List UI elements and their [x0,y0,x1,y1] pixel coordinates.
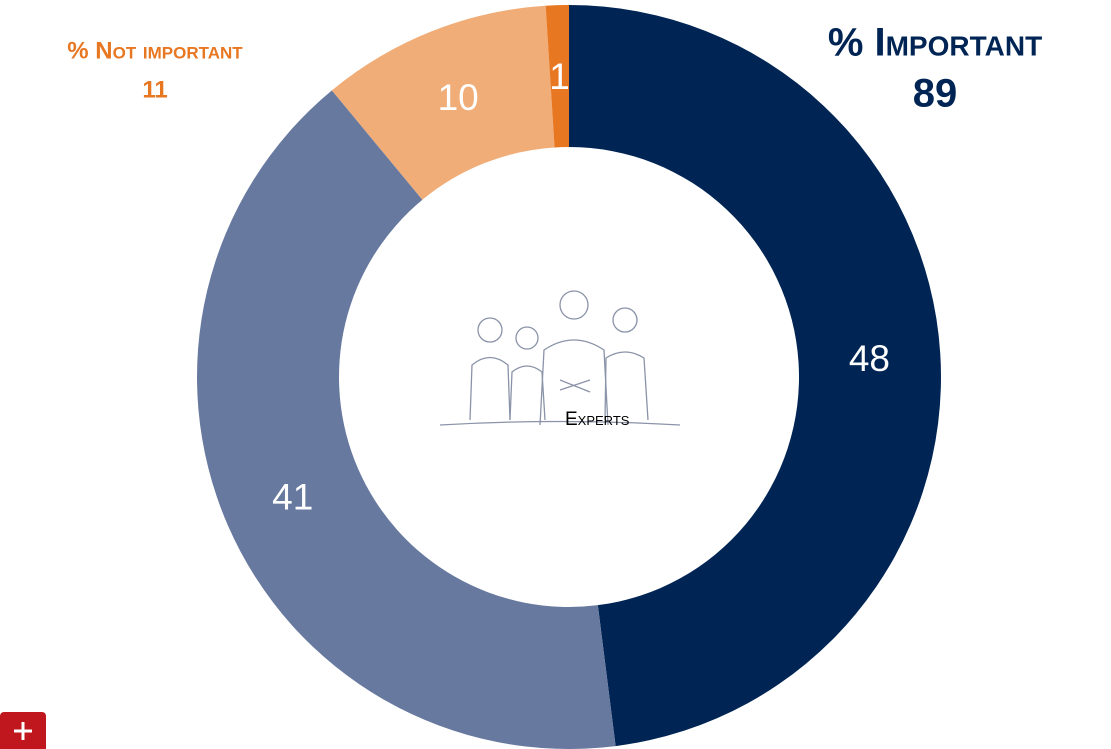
segments [197,5,941,749]
annotation-value: 89 [913,72,958,116]
donut-segment [197,90,616,749]
data-label: 48 [849,338,890,379]
donut-segment [331,5,555,200]
center-label: Experts [565,409,630,430]
donut-segment [569,5,941,747]
donut-segment [545,5,569,148]
data-label: 1 [549,56,570,97]
annotation-value: 11 [142,76,167,103]
people-sketch [439,290,681,426]
annotation-label: % Not important [67,37,243,64]
data-label: 41 [272,476,313,517]
app-icon-glyph [14,722,32,740]
annotation-label: % Important [828,21,1042,65]
data-label: 10 [438,77,479,118]
